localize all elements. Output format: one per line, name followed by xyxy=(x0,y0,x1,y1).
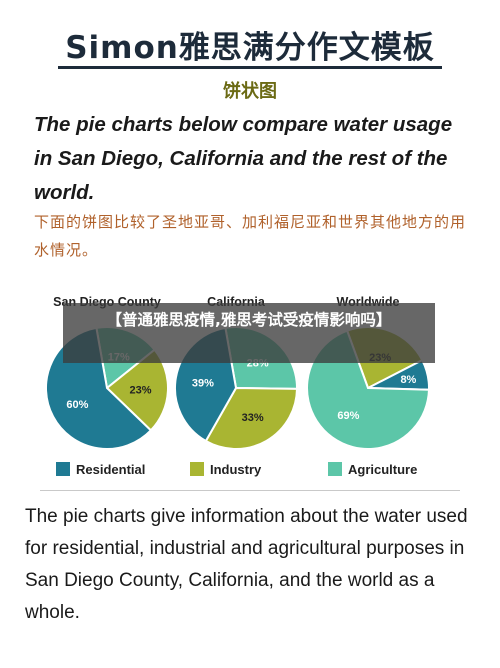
pie-label: 23% xyxy=(129,385,151,397)
title-underline xyxy=(58,66,442,69)
prompt-chinese: 下面的饼图比较了圣地亚哥、加利福尼亚和世界其他地方的用水情况。 xyxy=(34,213,467,259)
page-title: Simon雅思满分作文模板 xyxy=(65,30,435,66)
legend-label: Industry xyxy=(210,462,262,477)
pie-label: 8% xyxy=(400,374,416,386)
watermark-banner xyxy=(63,303,435,363)
description-paragraph: The pie charts give information about th… xyxy=(25,506,468,623)
prompt-english: The pie charts below compare water usage… xyxy=(34,113,453,204)
pie-label: 33% xyxy=(242,412,264,424)
page-subtitle: 饼状图 xyxy=(223,81,277,102)
legend-label: Agriculture xyxy=(348,462,417,477)
legend-label: Residential xyxy=(76,462,145,477)
legend-swatch xyxy=(56,462,70,476)
pie-label: 39% xyxy=(192,377,214,389)
pie-label: 69% xyxy=(337,410,359,422)
pie-label: 60% xyxy=(66,399,88,411)
legend-swatch xyxy=(328,462,342,476)
legend-swatch xyxy=(190,462,204,476)
watermark-banner-text: 【普通雅思疫情,雅思考试受疫情影响吗】 xyxy=(106,311,392,329)
pie-slice-industry xyxy=(204,386,299,450)
divider xyxy=(40,490,460,491)
